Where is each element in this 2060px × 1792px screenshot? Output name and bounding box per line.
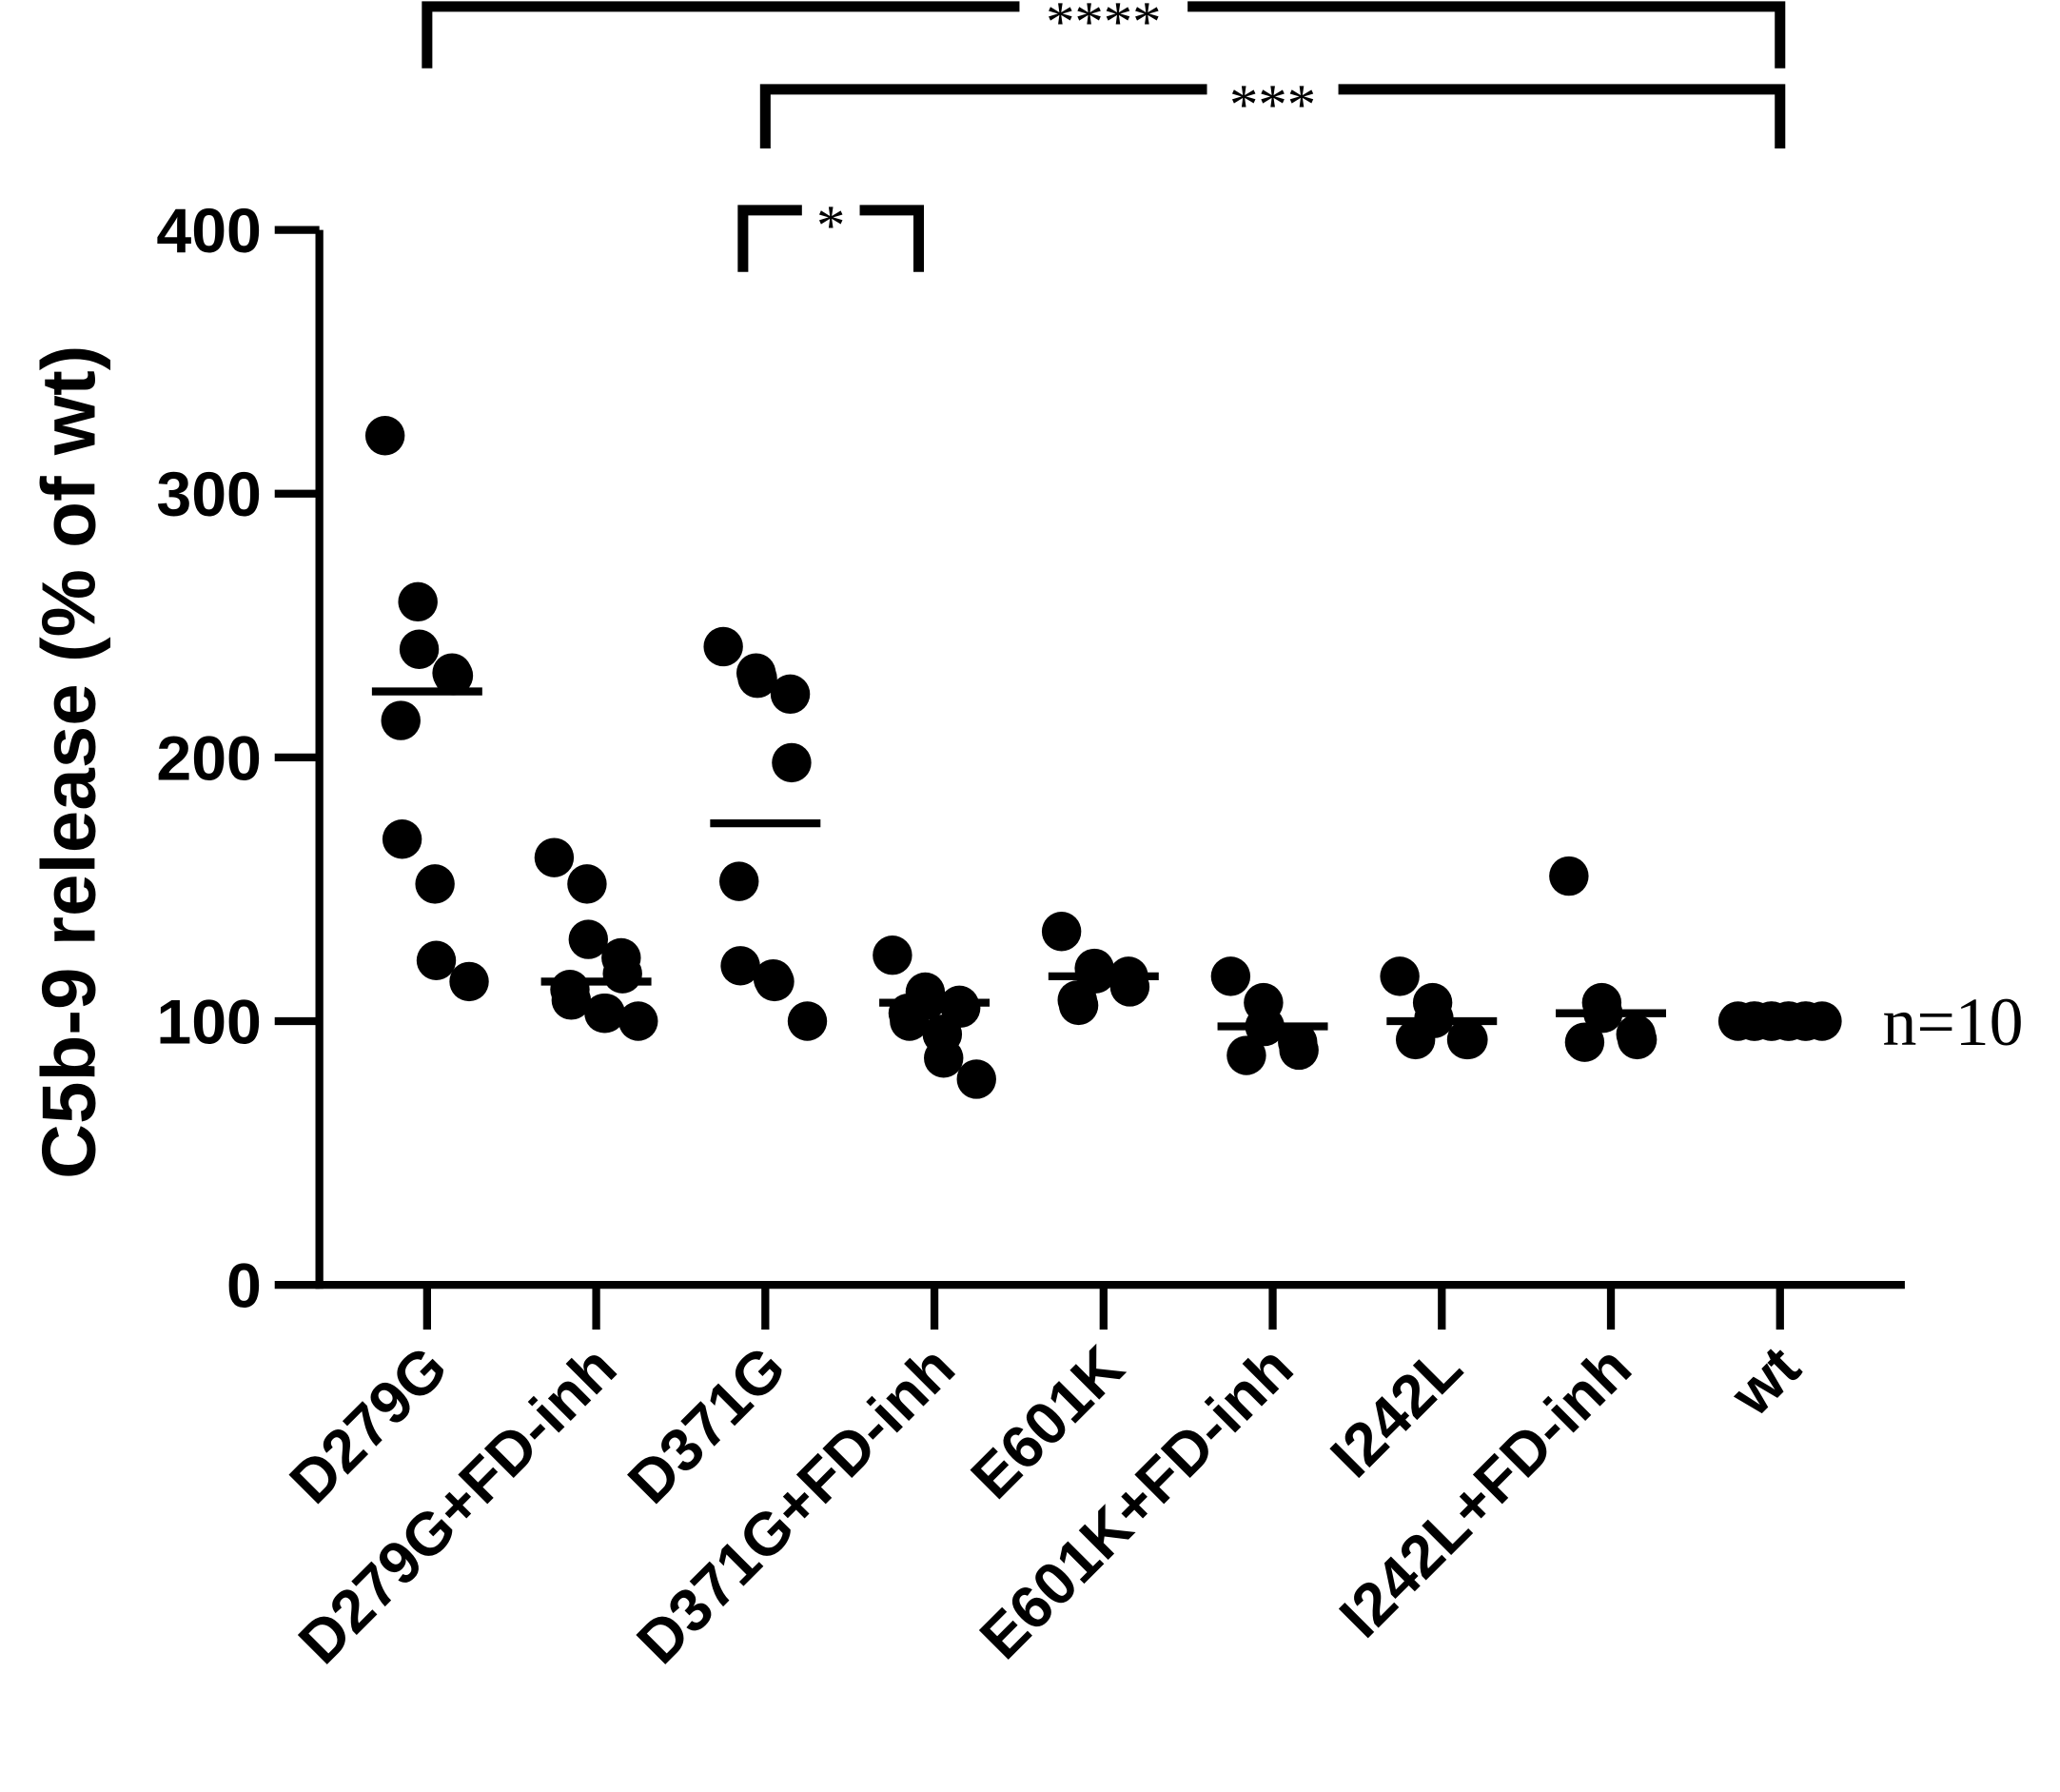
- data-point: [602, 954, 642, 994]
- data-point: [1448, 1019, 1488, 1060]
- data-point: [551, 980, 592, 1020]
- data-point: [890, 1001, 930, 1041]
- data-point: [1380, 956, 1420, 996]
- data-point: [956, 1059, 996, 1099]
- significance-label: *: [816, 194, 845, 258]
- y-axis-label: C5b-9 release (% of wt): [27, 345, 111, 1179]
- data-point: [399, 629, 440, 669]
- data-point: [772, 742, 812, 783]
- data-point: [449, 961, 489, 1002]
- x-tick-label: I242L: [1319, 1334, 1475, 1490]
- y-tick-label: 300: [156, 460, 262, 530]
- data-point: [1210, 956, 1251, 996]
- y-tick-label: 0: [226, 1251, 262, 1322]
- significance-bracket: [759, 84, 1786, 148]
- significance-label: ***: [1229, 73, 1316, 137]
- data-point: [568, 919, 609, 959]
- data-point: [787, 1001, 828, 1041]
- annotation: n=10: [1882, 984, 2023, 1060]
- x-tick-label: wt: [1717, 1334, 1813, 1429]
- data-point: [1226, 1035, 1266, 1075]
- data-point: [415, 864, 455, 904]
- data-point: [720, 946, 760, 986]
- significance-label: ****: [1046, 0, 1161, 54]
- data-point: [703, 626, 743, 667]
- data-point: [719, 861, 759, 901]
- x-tick-label: D279G+FD-inh: [286, 1334, 629, 1677]
- data-point: [1041, 912, 1082, 952]
- data-point: [755, 961, 795, 1002]
- significance-bracket: [422, 1, 1786, 69]
- x-tick-label: I242L+FD-inh: [1327, 1334, 1644, 1651]
- data-point: [433, 656, 474, 696]
- data-point: [1395, 1019, 1436, 1060]
- y-tick-label: 200: [156, 723, 262, 794]
- data-point: [1617, 1019, 1658, 1060]
- y-tick-label: 100: [156, 987, 262, 1057]
- data-point: [873, 935, 912, 975]
- data-point: [416, 940, 457, 980]
- x-tick-label: D371G+FD-inh: [625, 1334, 968, 1677]
- significance-bracket: [737, 205, 925, 272]
- data-point: [1279, 1030, 1319, 1071]
- data-point: [364, 416, 405, 456]
- data-point: [1549, 856, 1589, 896]
- data-point: [382, 819, 422, 859]
- data-point: [398, 581, 438, 622]
- data-point: [1058, 985, 1099, 1026]
- data-point: [737, 659, 777, 699]
- data-point: [585, 993, 625, 1034]
- x-tick-label: E601K+FD-inh: [968, 1334, 1305, 1672]
- data-point: [534, 837, 575, 877]
- y-tick-label: 400: [156, 196, 262, 266]
- data-point: [567, 864, 607, 904]
- data-point: [381, 700, 421, 740]
- data-point: [770, 674, 811, 715]
- data-point: [1564, 1022, 1605, 1062]
- data-point: [618, 1001, 658, 1041]
- data-point: [924, 1038, 964, 1078]
